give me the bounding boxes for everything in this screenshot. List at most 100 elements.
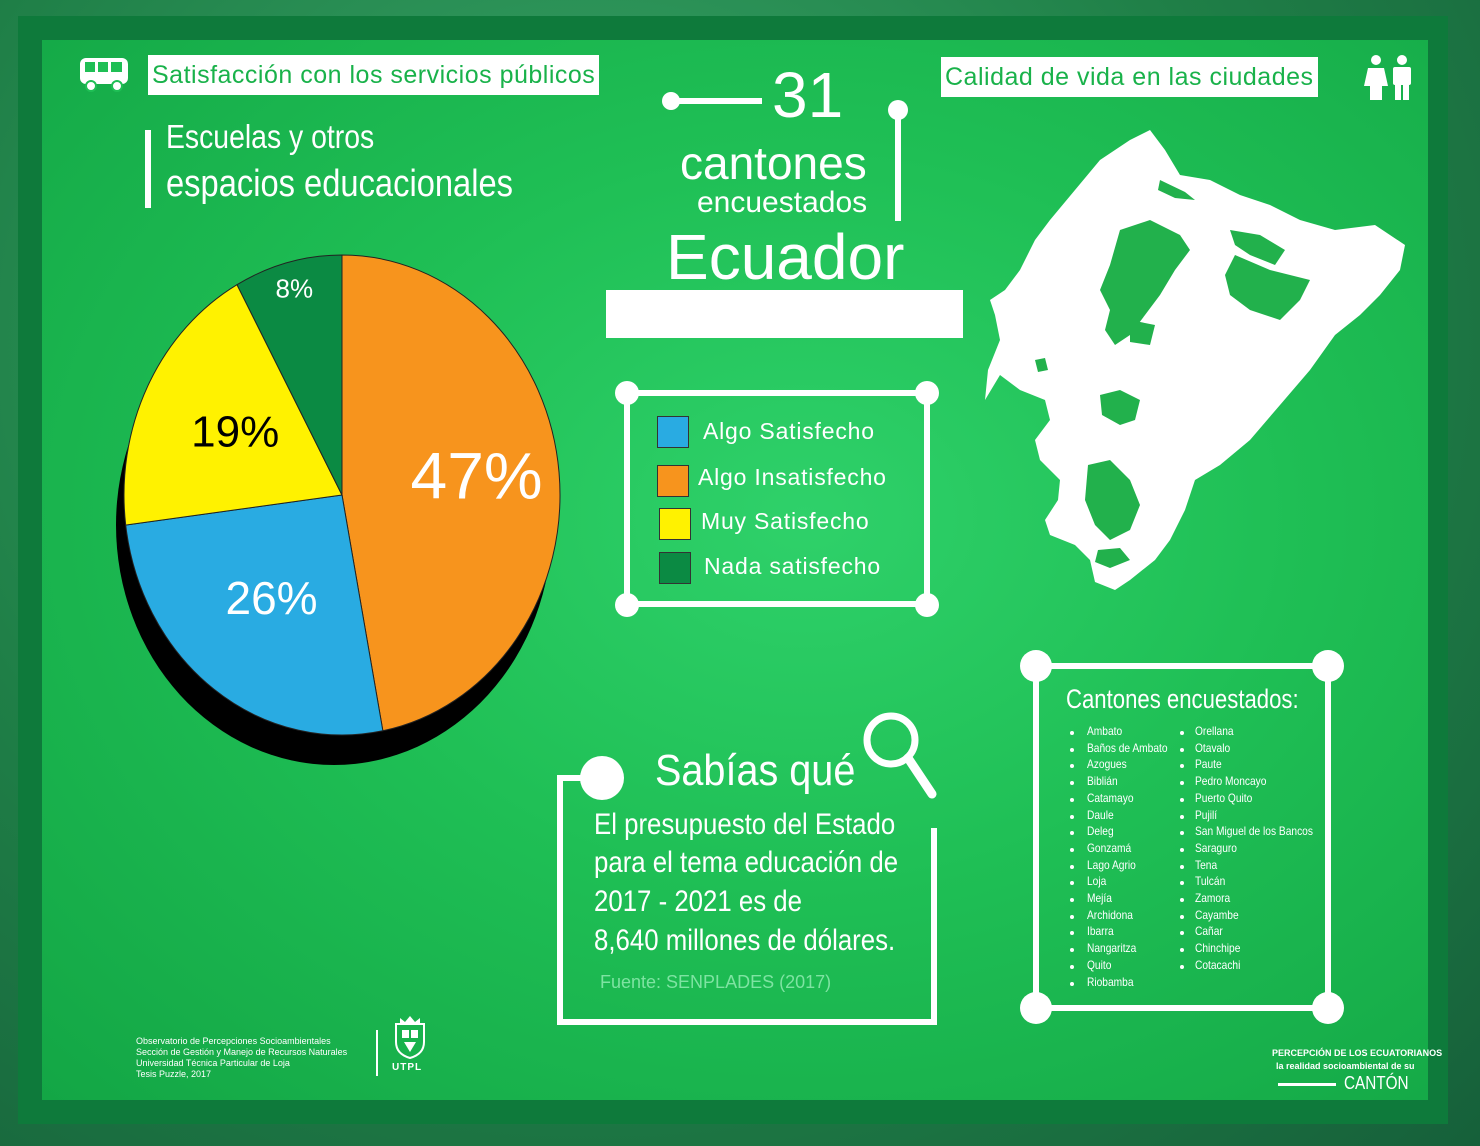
canton-item: Paute (1195, 757, 1222, 772)
canton-item: Riobamba (1087, 974, 1134, 989)
canton-item: Lago Agrio (1087, 857, 1136, 872)
canton-bullet (1180, 864, 1184, 869)
ecuador-map (985, 130, 1405, 590)
canton-bullet (1180, 781, 1184, 786)
canton-bullet (1070, 797, 1074, 802)
legend-swatch-muy-satisfecho (659, 508, 691, 540)
canton-item: San Miguel de los Bancos (1195, 824, 1313, 839)
bus-icon (80, 58, 128, 92)
canton-item: Quito (1087, 957, 1112, 972)
canton-bullet (1180, 814, 1184, 819)
cantons-count: 31 (772, 59, 844, 131)
canton-item: Cayambe (1195, 907, 1239, 922)
canton-bullet (1180, 881, 1184, 886)
canton-item: Loja (1087, 874, 1107, 889)
canton-item: Tena (1195, 857, 1218, 872)
pie-label-muy-satisfecho: 19% (191, 408, 279, 457)
canton-bullet (1180, 931, 1184, 936)
title-accent-bar (145, 130, 151, 208)
canton-bullet (1180, 731, 1184, 735)
fact-line-3: 2017 - 2021 es de (594, 885, 803, 918)
legend-swatch-algo-insatisfecho (657, 465, 689, 497)
canton-bullet (1070, 864, 1074, 869)
surveyed-word: encuestados (697, 186, 868, 219)
pie-slice-muy-satisfecho (123, 283, 343, 526)
canton-bullet (1070, 931, 1074, 936)
canton-item: Cotacachi (1195, 957, 1241, 972)
fact-source: Fuente: SENPLADES (2017) (600, 972, 832, 992)
canton-item: Saraguro (1195, 840, 1237, 855)
canton-item: Deleg (1087, 824, 1114, 839)
utpl-crest-icon (395, 1016, 425, 1060)
canton-item: Otavalo (1195, 740, 1231, 755)
canton-bullet (1070, 764, 1074, 769)
canton-bullet (1070, 747, 1074, 752)
people-icon (1364, 55, 1411, 100)
canton-item: Mejía (1087, 891, 1112, 905)
pie-label-nada-satisfecho: 8% (276, 273, 314, 303)
canton-bullet (1070, 814, 1074, 819)
credit-line-1: Observatorio de Percepciones Socioambien… (136, 1036, 331, 1046)
credit-line-3: Universidad Técnica Particular de Loja (136, 1058, 290, 1068)
cantons-word: cantones (680, 137, 867, 189)
headline-white-bar (606, 290, 963, 338)
legend-frame (615, 381, 939, 617)
pie-slice-nada-satisfecho (236, 254, 343, 496)
brand-line-2: la realidad socioambiental de su (1276, 1061, 1415, 1071)
country-name: Ecuador (666, 221, 905, 293)
canton-bullet (1070, 831, 1074, 836)
quality-of-life-label: Calidad de vida en las ciudades (941, 57, 1318, 97)
footer-divider (376, 1030, 378, 1076)
headline-dot-left (662, 92, 680, 110)
headline-dot-right (888, 100, 908, 120)
canton-bullet (1180, 831, 1184, 836)
canton-bullet (1180, 847, 1184, 852)
canton-item: Nangaritza (1087, 941, 1137, 956)
fact-title: Sabías qué (655, 746, 856, 795)
canton-item: Gonzamá (1087, 840, 1132, 855)
canton-bullet (1070, 881, 1074, 886)
headline-vline (895, 115, 901, 221)
canton-bullet (1180, 797, 1184, 802)
canton-bullet (1180, 764, 1184, 769)
canton-item: Ambato (1087, 724, 1123, 738)
canton-item: Orellana (1195, 724, 1234, 738)
pie-label-algo-satisfecho: 26% (225, 572, 317, 624)
credit-line-2: Sección de Gestión y Manejo de Recursos … (136, 1047, 348, 1057)
canton-item: Azogues (1087, 757, 1127, 772)
utpl-logo-text: UTPL (392, 1062, 423, 1073)
footer-credits: Observatorio de Percepciones Socioambien… (136, 1036, 347, 1080)
fact-frame (557, 756, 937, 1025)
canton-item: Tulcán (1195, 874, 1226, 889)
canton-item: Archidona (1087, 907, 1133, 922)
headline-line (678, 98, 762, 104)
canton-item: Ibarra (1087, 924, 1114, 939)
canton-item: Cañar (1195, 924, 1223, 939)
fact-line-1: El presupuesto del Estado (594, 808, 896, 841)
legend-swatch-nada-satisfecho (659, 552, 691, 584)
canton-bullet (1070, 898, 1074, 902)
canton-item: Daule (1087, 807, 1114, 822)
brand-line-1: PERCEPCIÓN DE LOS ECUATORIANOS (1272, 1048, 1443, 1058)
canton-bullet (1180, 914, 1184, 919)
canton-bullet (1070, 964, 1074, 969)
chart-title-line1: Escuelas y otros (166, 118, 375, 155)
legend-label-muy-satisfecho: Muy Satisfecho (701, 508, 870, 534)
canton-item: Catamayo (1087, 790, 1134, 805)
pie-label-algo-insatisfecho: 47% (411, 438, 543, 512)
fact-line-4: 8,640 millones de dólares. (594, 924, 896, 957)
canton-bullet (1180, 948, 1184, 953)
canton-bullet (1070, 981, 1074, 986)
canton-bullet (1070, 847, 1074, 852)
canton-item: Biblián (1087, 774, 1118, 789)
canton-bullet (1070, 781, 1074, 786)
canton-bullet (1070, 731, 1074, 735)
canton-item: Pujilí (1195, 807, 1218, 822)
fact-line-2: para el tema educación de (594, 846, 899, 879)
cantons-frame (1020, 650, 1344, 1024)
canton-item: Pedro Moncayo (1195, 774, 1267, 789)
pie-chart: 47% 26% 19% 8% (116, 254, 561, 765)
public-services-label: Satisfacción con los servicios públicos (148, 55, 600, 95)
canton-bullet (1070, 948, 1074, 953)
canton-bullet (1180, 898, 1184, 902)
